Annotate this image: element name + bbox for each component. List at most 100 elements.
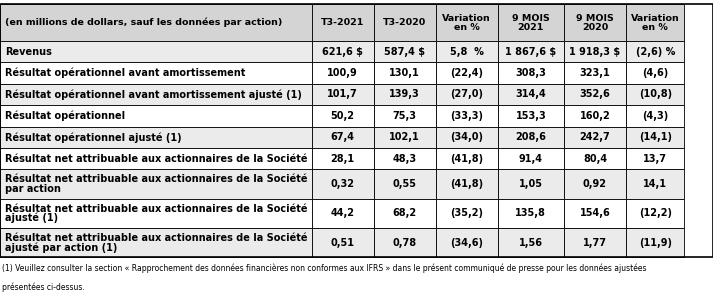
Text: 352,6: 352,6 [580,89,610,100]
Bar [436,228,498,257]
Text: Résultat opérationnel avant amortissement: Résultat opérationnel avant amortissemen… [5,68,245,78]
Bar [564,41,626,62]
Bar [0,228,312,257]
Text: 67,4: 67,4 [331,132,354,142]
Text: par action: par action [5,184,61,194]
Text: (en millions de dollars, sauf les données par action): (en millions de dollars, sauf les donnée… [5,18,282,28]
Bar [312,169,374,199]
Bar [436,84,498,105]
Bar [626,4,684,41]
Text: Variation: Variation [442,13,491,23]
Text: (10,8): (10,8) [639,89,672,100]
Bar [312,4,374,41]
Text: 1,56: 1,56 [519,238,543,248]
Text: Résultat net attribuable aux actionnaires de la Société: Résultat net attribuable aux actionnaire… [5,204,307,214]
Bar [626,228,684,257]
Bar [0,41,312,62]
Text: Résultat net attribuable aux actionnaires de la Société: Résultat net attribuable aux actionnaire… [5,174,307,184]
Bar [436,4,498,41]
Bar [626,105,684,127]
Bar [312,84,374,105]
Bar [436,148,498,169]
Text: 100,9: 100,9 [327,68,358,78]
Bar [564,127,626,148]
Bar [0,199,312,228]
Bar [564,148,626,169]
Text: (35,2): (35,2) [450,208,483,218]
Bar [374,4,436,41]
Bar [0,4,713,257]
Text: 160,2: 160,2 [580,111,610,121]
Bar [626,148,684,169]
Bar [564,228,626,257]
Bar [312,127,374,148]
Text: 0,55: 0,55 [393,179,416,189]
Text: 91,4: 91,4 [519,154,543,164]
Bar [498,84,564,105]
Text: 28,1: 28,1 [331,154,354,164]
Bar [498,199,564,228]
Bar [436,62,498,84]
Text: 44,2: 44,2 [331,208,354,218]
Text: T3-2020: T3-2020 [383,18,426,27]
Bar [0,62,312,84]
Text: 308,3: 308,3 [515,68,546,78]
Text: 0,78: 0,78 [393,238,416,248]
Bar [564,4,626,41]
Bar [312,199,374,228]
Bar [436,169,498,199]
Text: 68,2: 68,2 [393,208,416,218]
Text: 0,51: 0,51 [331,238,354,248]
Text: (27,0): (27,0) [450,89,483,100]
Text: Résultat opérationnel: Résultat opérationnel [5,111,125,121]
Bar [0,127,312,148]
Bar [374,199,436,228]
Text: 1 918,3 $: 1 918,3 $ [570,47,620,57]
Text: 1 867,6 $: 1 867,6 $ [506,47,556,57]
Text: 13,7: 13,7 [643,154,667,164]
Text: (22,4): (22,4) [450,68,483,78]
Bar [436,41,498,62]
Bar [626,41,684,62]
Text: 5,8  %: 5,8 % [450,47,483,57]
Bar [498,41,564,62]
Text: 314,4: 314,4 [515,89,546,100]
Bar [0,169,312,199]
Text: (33,3): (33,3) [450,111,483,121]
Text: 1,77: 1,77 [583,238,607,248]
Bar [498,228,564,257]
Text: 9 MOIS: 9 MOIS [576,13,614,23]
Text: 0,32: 0,32 [331,179,354,189]
Text: 14,1: 14,1 [643,179,667,189]
Bar [374,62,436,84]
Text: (4,3): (4,3) [642,111,668,121]
Bar [564,105,626,127]
Text: T3-2021: T3-2021 [321,18,364,27]
Text: (41,8): (41,8) [450,154,483,164]
Text: Résultat opérationnel avant amortissement ajusté (1): Résultat opérationnel avant amortissemen… [5,89,302,100]
Bar [564,84,626,105]
Bar [0,84,312,105]
Bar [564,169,626,199]
Text: 2021: 2021 [518,23,544,32]
Text: 135,8: 135,8 [515,208,546,218]
Text: 2020: 2020 [582,23,608,32]
Bar [374,84,436,105]
Text: (11,9): (11,9) [639,238,672,248]
Text: 102,1: 102,1 [389,132,420,142]
Text: Résultat net attribuable aux actionnaires de la Société: Résultat net attribuable aux actionnaire… [5,233,307,243]
Bar [374,127,436,148]
Bar [0,105,312,127]
Text: 587,4 $: 587,4 $ [384,47,425,57]
Bar [374,105,436,127]
Text: (34,6): (34,6) [450,238,483,248]
Bar [498,169,564,199]
Bar [626,199,684,228]
Bar [498,127,564,148]
Text: 101,7: 101,7 [327,89,358,100]
Bar [498,62,564,84]
Bar [374,228,436,257]
Text: ajusté par action (1): ajusté par action (1) [5,242,118,253]
Text: 621,6 $: 621,6 $ [322,47,363,57]
Text: en %: en % [453,23,480,32]
